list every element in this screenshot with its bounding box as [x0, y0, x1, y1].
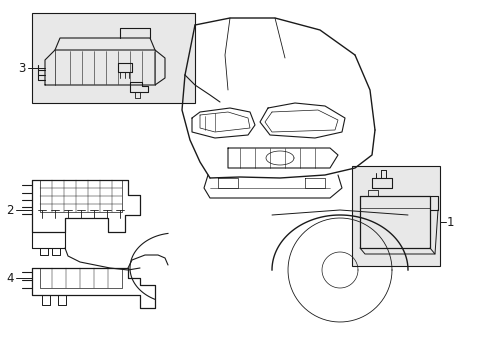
Text: 1: 1	[446, 216, 453, 229]
Text: 3: 3	[19, 62, 26, 75]
Bar	[32, 13, 195, 103]
Text: 4: 4	[6, 271, 14, 284]
Text: 2: 2	[6, 203, 14, 216]
Bar	[351, 166, 439, 266]
